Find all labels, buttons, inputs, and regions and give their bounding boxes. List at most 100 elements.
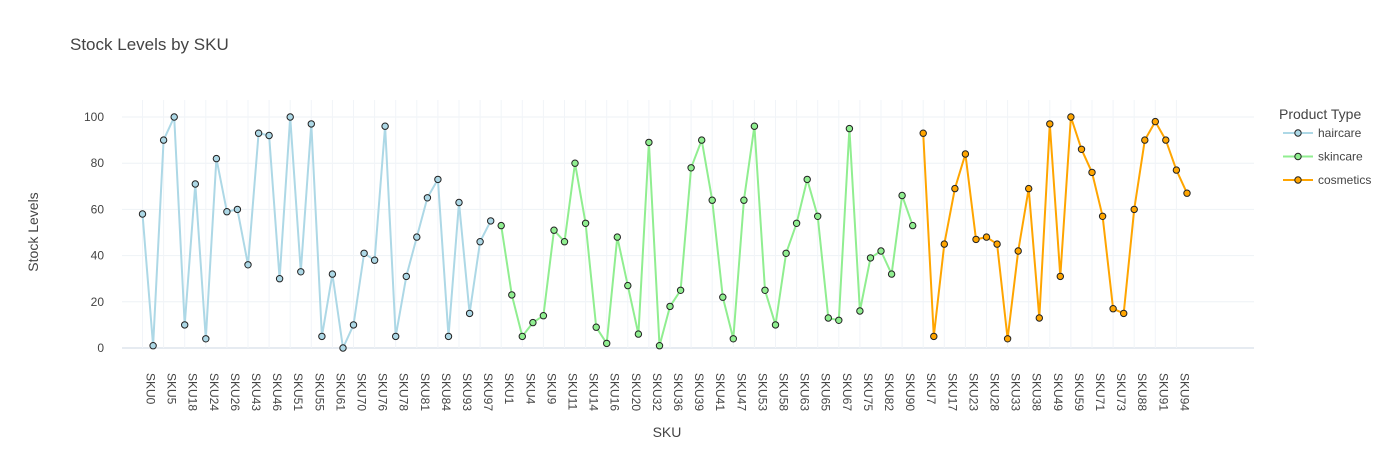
data-point[interactable] — [571, 159, 579, 167]
data-point[interactable] — [212, 154, 221, 163]
data-point[interactable] — [286, 113, 294, 121]
data-point[interactable] — [740, 196, 748, 204]
data-point[interactable] — [202, 335, 210, 343]
data-point[interactable] — [835, 316, 843, 324]
data-point[interactable] — [1067, 113, 1075, 121]
data-point[interactable] — [792, 219, 801, 228]
data-point[interactable] — [476, 238, 484, 246]
data-point[interactable] — [655, 342, 664, 350]
data-point[interactable] — [497, 221, 505, 230]
data-point[interactable] — [149, 342, 157, 350]
data-point[interactable] — [349, 321, 358, 329]
data-point[interactable] — [972, 235, 980, 244]
data-point[interactable] — [729, 335, 737, 343]
data-point[interactable] — [487, 217, 495, 225]
data-point[interactable] — [1172, 166, 1181, 174]
data-point[interactable] — [254, 129, 263, 137]
data-point[interactable] — [1025, 184, 1033, 193]
data-point[interactable] — [1035, 314, 1044, 322]
data-point[interactable] — [930, 332, 938, 341]
legend-item-cosmetics[interactable]: cosmetics — [1283, 173, 1371, 187]
data-point[interactable] — [550, 226, 558, 234]
data-point[interactable] — [676, 286, 685, 294]
data-point[interactable] — [982, 233, 991, 241]
data-point[interactable] — [181, 321, 189, 329]
data-point[interactable] — [1056, 272, 1065, 281]
data-point[interactable] — [1098, 212, 1107, 221]
data-point[interactable] — [581, 219, 590, 228]
data-point[interactable] — [297, 268, 305, 276]
data-point[interactable] — [909, 221, 917, 230]
data-point[interactable] — [339, 344, 347, 352]
data-point[interactable] — [444, 332, 453, 341]
data-point[interactable] — [159, 136, 168, 144]
legend-item-haircare[interactable]: haircare — [1283, 126, 1362, 140]
data-point[interactable] — [645, 138, 653, 147]
data-point[interactable] — [539, 312, 548, 320]
data-point[interactable] — [529, 318, 537, 327]
data-point[interactable] — [455, 198, 463, 207]
data-point[interactable] — [465, 309, 474, 318]
data-point[interactable] — [771, 321, 780, 329]
data-point[interactable] — [402, 272, 410, 281]
data-point[interactable] — [951, 184, 959, 193]
data-point[interactable] — [223, 208, 231, 216]
data-point[interactable] — [423, 194, 432, 202]
data-point[interactable] — [1183, 189, 1191, 197]
data-point[interactable] — [919, 129, 927, 137]
data-point[interactable] — [1130, 205, 1138, 214]
data-point[interactable] — [307, 120, 315, 128]
data-point[interactable] — [940, 240, 948, 248]
data-point[interactable] — [560, 238, 569, 246]
data-point[interactable] — [1151, 117, 1160, 126]
data-point[interactable] — [328, 270, 337, 278]
data-point[interactable] — [634, 330, 643, 338]
data-point[interactable] — [687, 164, 695, 172]
data-point[interactable] — [381, 122, 389, 130]
data-point[interactable] — [1088, 168, 1096, 177]
data-point[interactable] — [392, 332, 400, 341]
data-point[interactable] — [265, 131, 273, 140]
data-point[interactable] — [233, 205, 242, 214]
data-point[interactable] — [434, 175, 442, 184]
data-point[interactable] — [370, 256, 379, 264]
data-point[interactable] — [1162, 136, 1170, 144]
data-point[interactable] — [613, 233, 621, 241]
data-point[interactable] — [1120, 309, 1128, 318]
data-point[interactable] — [244, 261, 252, 269]
data-point[interactable] — [170, 113, 178, 121]
data-point[interactable] — [1141, 136, 1149, 144]
data-point[interactable] — [824, 314, 832, 322]
data-point[interactable] — [603, 339, 611, 348]
data-point[interactable] — [887, 270, 896, 278]
data-point[interactable] — [814, 212, 822, 221]
data-point[interactable] — [624, 281, 632, 290]
data-point[interactable] — [413, 233, 421, 241]
data-point[interactable] — [750, 122, 759, 130]
data-point[interactable] — [1046, 120, 1054, 128]
data-point[interactable] — [993, 240, 1001, 248]
data-point[interactable] — [877, 247, 885, 255]
data-point[interactable] — [360, 249, 368, 258]
data-point[interactable] — [698, 136, 706, 144]
data-point[interactable] — [708, 196, 716, 204]
data-point[interactable] — [961, 150, 970, 158]
legend-item-skincare[interactable]: skincare — [1283, 150, 1363, 164]
data-point[interactable] — [666, 302, 674, 311]
data-point[interactable] — [592, 323, 600, 331]
data-point[interactable] — [1109, 305, 1117, 313]
data-point[interactable] — [275, 275, 284, 283]
data-point[interactable] — [856, 307, 864, 315]
data-point[interactable] — [191, 180, 200, 188]
data-point[interactable] — [866, 254, 875, 262]
data-point[interactable] — [138, 210, 147, 218]
data-point[interactable] — [761, 286, 769, 294]
data-point[interactable] — [1077, 145, 1086, 154]
data-point[interactable] — [845, 124, 854, 133]
data-point[interactable] — [719, 293, 727, 301]
data-point[interactable] — [518, 332, 526, 341]
data-point[interactable] — [318, 332, 326, 341]
data-point[interactable] — [803, 175, 811, 184]
data-point[interactable] — [782, 249, 790, 258]
data-point[interactable] — [508, 291, 516, 299]
